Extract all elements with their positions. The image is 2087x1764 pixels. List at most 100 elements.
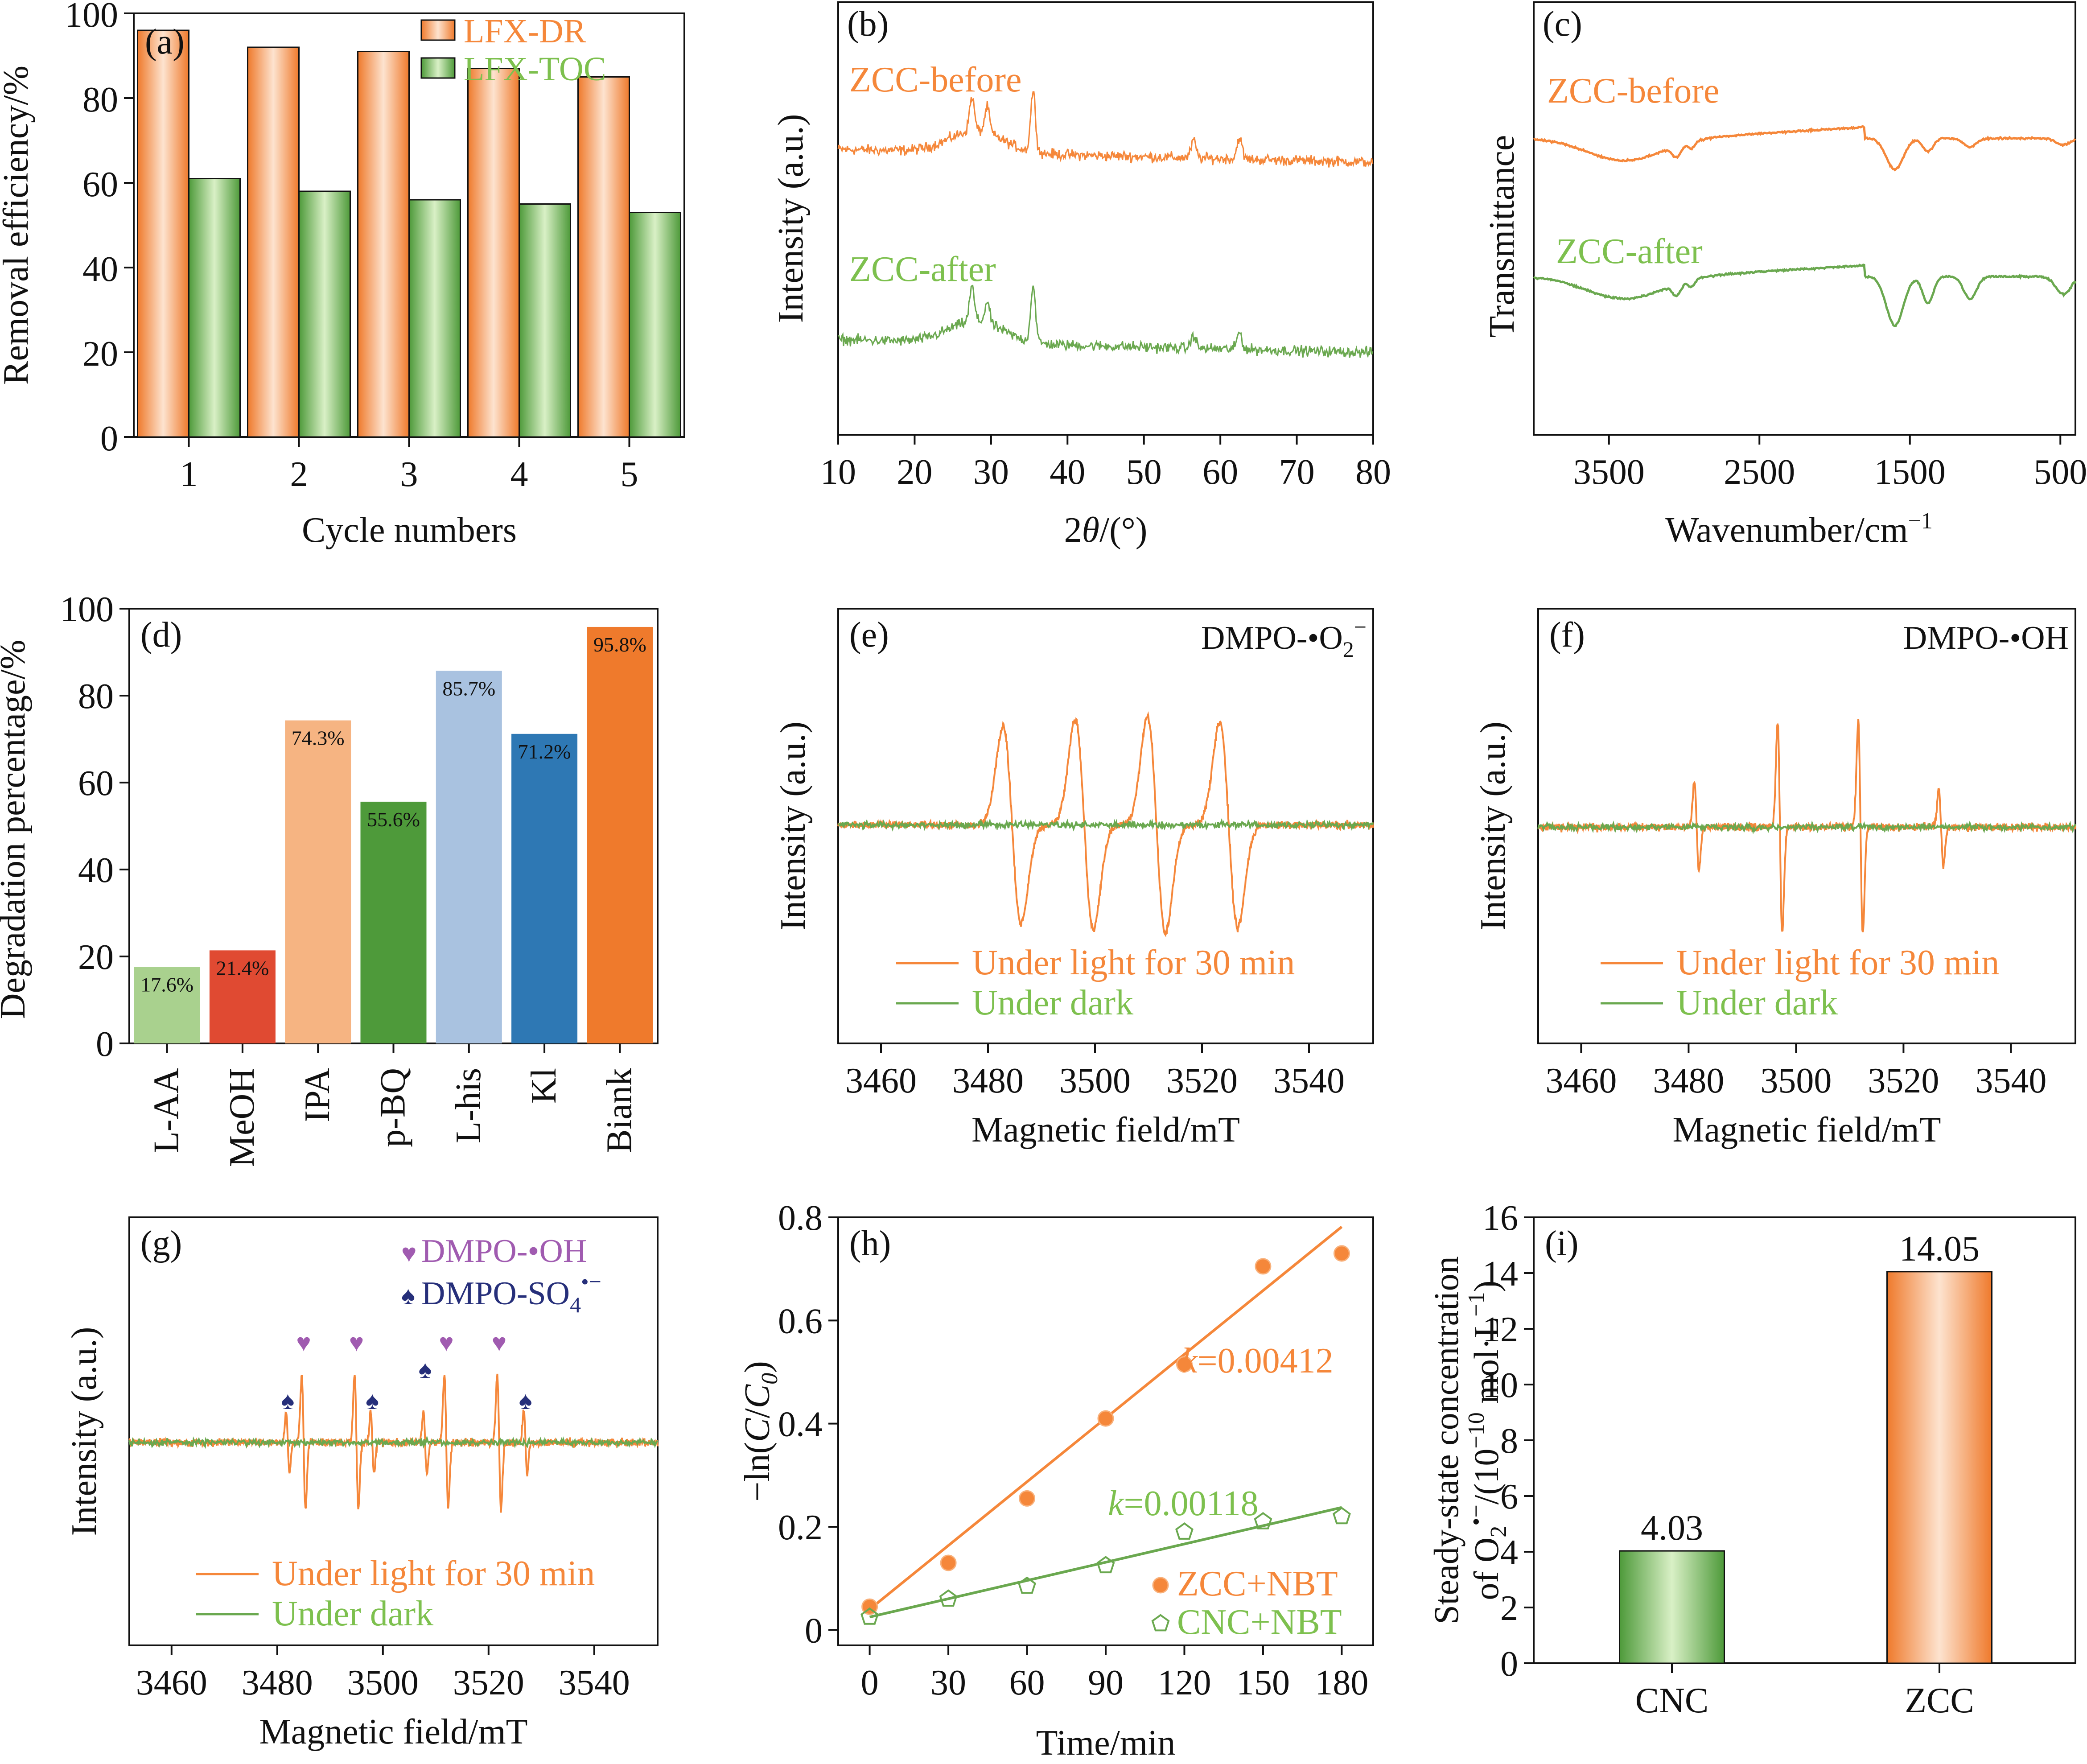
series-label-after: ZCC-after	[1556, 232, 1703, 271]
x-tick-label: ZCC	[1905, 1681, 1974, 1720]
panel-label: (g)	[140, 1224, 182, 1263]
series-label-after: ZCC-after	[849, 250, 996, 289]
bar-scavenger	[134, 967, 200, 1043]
bar-data-label: 74.3%	[292, 727, 345, 750]
data-point-cnc	[1175, 1522, 1194, 1540]
legend-label-light: Under light for 30 min	[1676, 943, 1999, 982]
text-span: 2	[1064, 511, 1082, 550]
legend-swatch-lfx-toc	[420, 57, 456, 79]
text-span: k	[1181, 1341, 1198, 1381]
y-tick-label: 12	[1482, 1310, 1518, 1349]
y-tick-label: 20	[78, 938, 114, 977]
x-tick-label: L-AA	[147, 1068, 186, 1153]
panel-c-frame	[1533, 1, 2076, 436]
x-tick-label: 150	[1236, 1663, 1290, 1702]
bar-data-label: 14.05	[1899, 1229, 1980, 1269]
text-span: )	[1467, 1280, 1506, 1292]
x-tick-label: 30	[930, 1663, 966, 1702]
bar-lfx-toc	[298, 190, 351, 438]
text-span: C	[738, 1418, 777, 1442]
legend-label-light: Under light for 30 min	[972, 943, 1295, 982]
y-axis-label: Intensity (a.u.)	[65, 1327, 104, 1536]
x-tick-label: 3540	[559, 1663, 630, 1702]
text-span: −1	[1464, 1292, 1489, 1316]
panel-label: (h)	[849, 1224, 891, 1263]
y-tick-label: 20	[82, 334, 118, 374]
x-tick-label: 500	[2033, 453, 2087, 492]
y-axis-label: Transmittance	[1482, 135, 1522, 338]
panel-label: (f)	[1549, 615, 1585, 655]
bar-scavenger	[587, 626, 653, 1043]
bar-concentration	[1886, 1271, 1992, 1664]
x-tick-label: 3520	[453, 1663, 524, 1702]
heart-marker: ♥	[439, 1329, 453, 1357]
bar-data-label: 71.2%	[518, 740, 571, 763]
bar-data-label: 21.4%	[216, 956, 269, 979]
heart-marker: ♥	[296, 1329, 311, 1357]
bar-lfx-toc	[408, 199, 461, 438]
y-tick-label: 0	[805, 1611, 823, 1650]
legend-marker-cnc	[1151, 1614, 1170, 1632]
spectrum-title: DMPO-•OH	[1903, 620, 2069, 656]
text-span: /(°)	[1099, 511, 1148, 550]
bar-scavenger	[360, 801, 427, 1043]
bar-lfx-dr	[357, 51, 410, 438]
x-tick-label: 60	[1202, 453, 1238, 492]
bar-lfx-toc	[519, 203, 571, 438]
bar-lfx-dr	[137, 29, 189, 438]
y-axis-label: Intensity (a.u.)	[774, 721, 813, 931]
x-tick-label: 3480	[242, 1663, 313, 1702]
data-point-zcc	[1333, 1245, 1350, 1262]
legend-label-zcc: ZCC+NBT	[1177, 1564, 1338, 1603]
data-point-zcc	[940, 1554, 957, 1571]
panel-label: (d)	[140, 615, 182, 655]
data-point-cnc	[1254, 1512, 1272, 1529]
x-tick-label: 3500	[1760, 1061, 1832, 1100]
text-span: 2	[1343, 637, 1354, 662]
x-tick-label: 0	[861, 1663, 879, 1702]
data-point-cnc	[939, 1589, 958, 1607]
x-tick-label: 20	[897, 453, 932, 492]
rate-constant-cnc: k=0.00118	[1108, 1484, 1259, 1523]
x-tick-label: 3460	[1545, 1061, 1617, 1100]
bar-lfx-dr	[247, 46, 300, 438]
bar-data-label: 95.8%	[593, 633, 646, 656]
x-tick-label: 3460	[845, 1061, 917, 1100]
y-tick-label: 100	[65, 0, 118, 35]
y-tick-label: 40	[78, 851, 114, 890]
text-span: •−	[1464, 1504, 1489, 1526]
x-axis-label: Magnetic field/mT	[1672, 1110, 1941, 1150]
y-tick-label: 0	[100, 419, 118, 458]
heart-marker: ♥	[492, 1329, 506, 1357]
x-axis-label: Magnetic field/mT	[971, 1110, 1240, 1150]
epr-line-dark	[1537, 820, 2076, 835]
data-point-cnc	[1096, 1556, 1115, 1574]
text-span: C	[738, 1384, 777, 1408]
legend-label-dark: Under dark	[1676, 983, 1838, 1022]
text-span: 4	[570, 1292, 581, 1317]
x-tick-label: 2500	[1724, 453, 1795, 492]
data-point-zcc	[1097, 1410, 1114, 1427]
legend-swatch-lfx-dr	[420, 19, 456, 41]
bar-lfx-toc	[188, 178, 241, 438]
data-point-zcc	[1176, 1356, 1193, 1373]
legend-spade-icon: ♠	[401, 1281, 415, 1310]
text-span: −ln(	[738, 1442, 777, 1502]
x-tick-label: Kl	[524, 1068, 564, 1104]
data-point-cnc	[1018, 1576, 1036, 1594]
x-tick-label: 1	[180, 455, 198, 494]
x-tick-label: 120	[1157, 1663, 1211, 1702]
x-tick-label: 3520	[1868, 1061, 1939, 1100]
x-tick-label: CNC	[1635, 1681, 1709, 1720]
epr-line-dark	[128, 1435, 659, 1449]
bar-concentration	[1619, 1550, 1725, 1664]
x-axis-label: Magnetic field/mT	[259, 1712, 527, 1752]
panel-label: (c)	[1543, 4, 1582, 44]
panel-label: (b)	[847, 4, 889, 44]
legend-heart-icon: ♥	[401, 1239, 416, 1268]
legend-label-light: Under light for 30 min	[272, 1554, 595, 1593]
y-tick-label: 0.8	[778, 1199, 823, 1238]
x-tick-label: 3540	[1975, 1061, 2046, 1100]
bar-scavenger	[436, 671, 502, 1043]
